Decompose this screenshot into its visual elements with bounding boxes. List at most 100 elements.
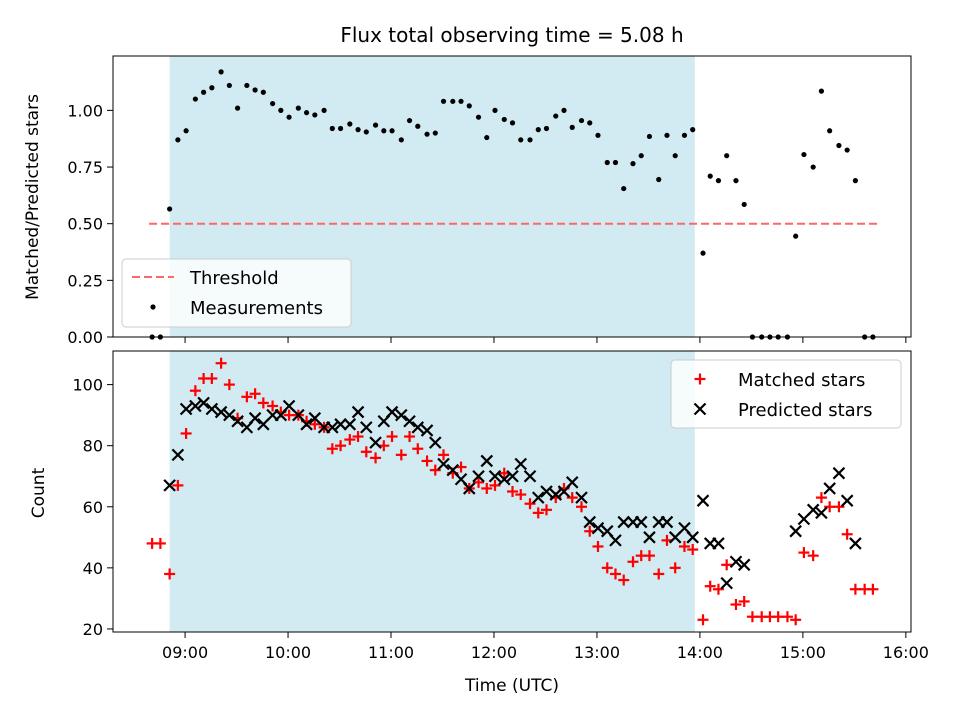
matched-star-point — [206, 372, 218, 384]
y-tick-label: 20 — [83, 620, 103, 639]
measurement-point — [252, 87, 258, 93]
matched-star-point — [653, 568, 665, 580]
measurement-point — [724, 153, 730, 159]
predicted-star-point — [797, 512, 811, 526]
measurement-point — [183, 128, 189, 134]
predicted-star-point — [282, 399, 296, 413]
ratio-panel: 0.00 0.25 0.50 0.75 1.00 Matched/Predicted s… — [23, 55, 912, 347]
predicted-star-point — [575, 491, 588, 504]
predicted-star-point — [729, 555, 743, 569]
x-axis-label: Time (UTC) — [464, 676, 559, 696]
measurement-point — [543, 125, 550, 132]
legend-matched-swatch — [694, 373, 706, 385]
count-panel: 20 40 60 80 100 09:00 10:00 11:00 12:00 13:00 14:0… — [29, 350, 929, 696]
matched-star-point — [609, 568, 621, 580]
matched-star-point — [678, 540, 690, 552]
x-tick-label: 13:00 — [574, 643, 620, 662]
measurement-point — [286, 114, 292, 120]
legend-measurement-label: Measurements — [190, 298, 323, 319]
legend-measurement-swatch — [150, 304, 156, 310]
predicted-star-point — [179, 402, 193, 416]
predicted-star-point — [257, 418, 270, 431]
matched-star-point — [592, 540, 604, 552]
measurement-point — [167, 206, 173, 212]
measurement-point — [707, 173, 713, 179]
measurement-point — [484, 134, 490, 141]
matched-star-point — [704, 580, 716, 592]
count-series — [146, 357, 879, 626]
measurement-point — [209, 85, 215, 91]
x-tick-label: 10:00 — [265, 643, 311, 662]
legend-threshold-label: Threshold — [189, 268, 279, 289]
predicted-star-point — [609, 534, 622, 547]
predicted-star-point — [720, 576, 733, 590]
count-axis-ticks: 20 40 60 80 100 09:00 10:00 11:00 12:00 13:00 14:0… — [72, 376, 928, 662]
matched-star-point — [223, 379, 235, 391]
chart-title: Flux total observing time = 5.08 h — [340, 23, 683, 47]
predicted-star-point — [523, 469, 537, 483]
predicted-star-point — [617, 515, 630, 529]
measurement-point — [406, 117, 413, 124]
measurement-point — [793, 233, 799, 239]
matched-star-point — [241, 391, 253, 403]
measurement-point — [587, 120, 593, 126]
measurement-point — [852, 178, 858, 184]
ratio-y-axis-label: Matched/Predicted stars — [23, 94, 43, 300]
predicted-star-point — [712, 537, 725, 550]
x-tick-label: 14:00 — [677, 643, 723, 662]
measurement-point — [741, 201, 747, 208]
predicted-star-point — [411, 421, 425, 434]
predicted-star-point — [549, 488, 563, 501]
measurement-point — [501, 116, 507, 123]
x-tick-label: 16:00 — [883, 643, 929, 662]
matched-star-point — [781, 611, 793, 623]
predicted-star-point — [351, 405, 365, 419]
predicted-star-point — [583, 515, 597, 529]
y-tick-label: 100 — [72, 376, 103, 395]
ratio-axis-ticks: 0.00 0.25 0.50 0.75 1.00 — [67, 101, 907, 347]
measurement-point — [398, 137, 404, 143]
y-tick-label: 60 — [83, 498, 103, 517]
predicted-star-point — [326, 421, 339, 434]
measurement-point — [347, 121, 353, 127]
measurement-point — [415, 123, 421, 129]
matched-star-point — [386, 431, 398, 443]
matched-star-point — [412, 443, 424, 455]
matched-star-point — [746, 611, 758, 623]
y-tick-label: 0.00 — [67, 328, 103, 347]
predicted-star-point — [540, 485, 553, 498]
ratio-legend: Threshold Measurements — [121, 258, 352, 328]
measurement-point — [381, 128, 387, 134]
legend-matched-label: Matched stars — [738, 370, 865, 391]
count-legend: Matched stars Predicted stars — [670, 359, 902, 429]
measurement-point — [321, 107, 327, 113]
matched-star-point — [772, 611, 784, 623]
y-tick-label: 0.50 — [67, 215, 103, 234]
matched-star-point — [697, 614, 709, 626]
predicted-star-point — [223, 408, 236, 422]
predicted-star-point — [385, 405, 399, 419]
measurement-point — [733, 178, 739, 184]
matched-star-point — [841, 528, 853, 540]
predicted-star-point — [696, 494, 710, 507]
measurement-point — [492, 107, 498, 113]
matched-star-point — [249, 388, 261, 400]
predicted-star-point — [163, 479, 176, 492]
predicted-star-point — [205, 402, 219, 416]
predicted-star-point — [488, 469, 502, 483]
measurement-point — [424, 131, 430, 137]
measurement-point — [656, 176, 662, 183]
predicted-star-point — [591, 521, 605, 535]
predicted-star-point — [497, 473, 511, 486]
predicted-star-point — [806, 503, 820, 517]
measurement-point — [621, 185, 627, 192]
matched-star-point — [326, 443, 338, 455]
predicted-star-point — [506, 469, 519, 483]
measurement-point — [440, 98, 447, 104]
measurement-point — [844, 147, 850, 153]
measurement-point — [218, 69, 224, 75]
predicted-star-point — [668, 531, 682, 544]
predicted-star-point — [437, 457, 450, 471]
predicted-star-point — [660, 515, 674, 529]
matched-star-point — [730, 599, 742, 611]
